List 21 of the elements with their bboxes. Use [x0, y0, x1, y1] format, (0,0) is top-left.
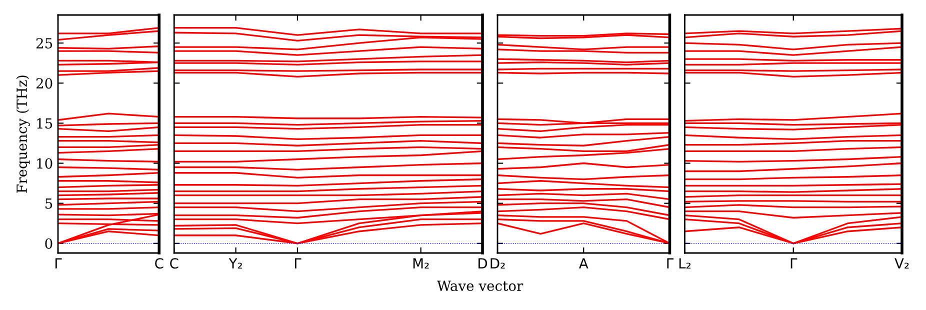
x-axis-title: Wave vector [436, 280, 524, 292]
y-tick-label: 25 [36, 38, 52, 49]
x-tick-label: D₂ [490, 258, 505, 268]
x-tick-label: V₂ [894, 258, 909, 268]
x-tick-label: L₂ [679, 258, 691, 268]
y-tick-label: 0 [45, 238, 52, 249]
x-tick-label: Γ [667, 258, 674, 268]
x-tick-label: Γ [294, 258, 302, 268]
x-tick-label: A [578, 258, 588, 268]
x-tick-label: C [155, 258, 164, 269]
x-tick-label: Γ [55, 258, 62, 268]
x-tick-label: D [478, 258, 488, 268]
x-tick-label: C [170, 258, 178, 269]
x-tick-label: Y₂ [228, 258, 242, 268]
x-tick-label: Γ [790, 258, 798, 268]
x-tick-label: M₂ [413, 258, 429, 268]
y-axis-title: Frequency (THz) [16, 76, 30, 193]
y-tick-label: 5 [45, 198, 52, 209]
y-tick-label: 20 [36, 78, 52, 89]
y-tick-label: 10 [37, 158, 52, 169]
y-tick-label: 15 [37, 118, 52, 129]
